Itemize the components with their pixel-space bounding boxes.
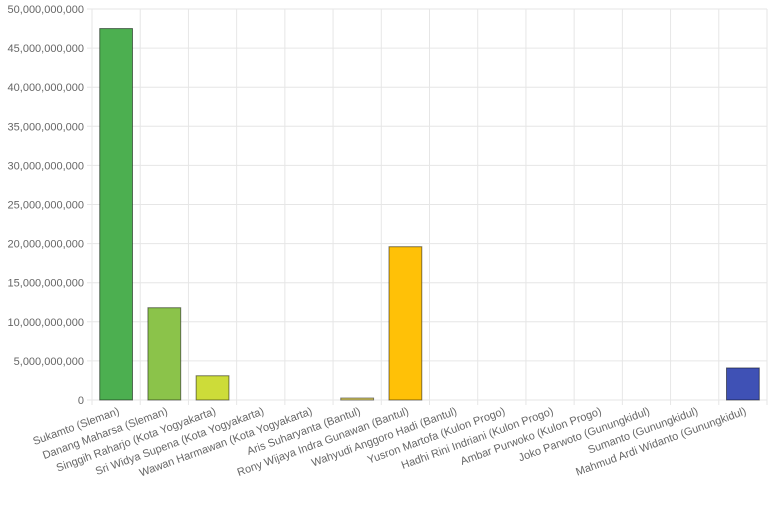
bar [388, 246, 423, 401]
y-tick-label: 10,000,000,000 [8, 317, 84, 329]
y-tick-label: 0 [78, 395, 84, 407]
bar [340, 397, 375, 401]
y-tick-label: 45,000,000,000 [8, 43, 84, 55]
y-tick-label: 35,000,000,000 [8, 121, 84, 133]
y-tick-label: 40,000,000,000 [8, 82, 84, 94]
bar [726, 367, 760, 401]
y-tick-label: 15,000,000,000 [8, 278, 84, 290]
y-tick-label: 50,000,000,000 [8, 4, 84, 16]
bar [99, 28, 133, 401]
bar [195, 375, 230, 401]
y-tick-label: 30,000,000,000 [8, 160, 84, 172]
y-tick-label: 5,000,000,000 [14, 356, 84, 368]
y-tick-label: 25,000,000,000 [8, 200, 84, 212]
y-tick-label: 20,000,000,000 [8, 239, 84, 251]
bar [147, 307, 182, 401]
